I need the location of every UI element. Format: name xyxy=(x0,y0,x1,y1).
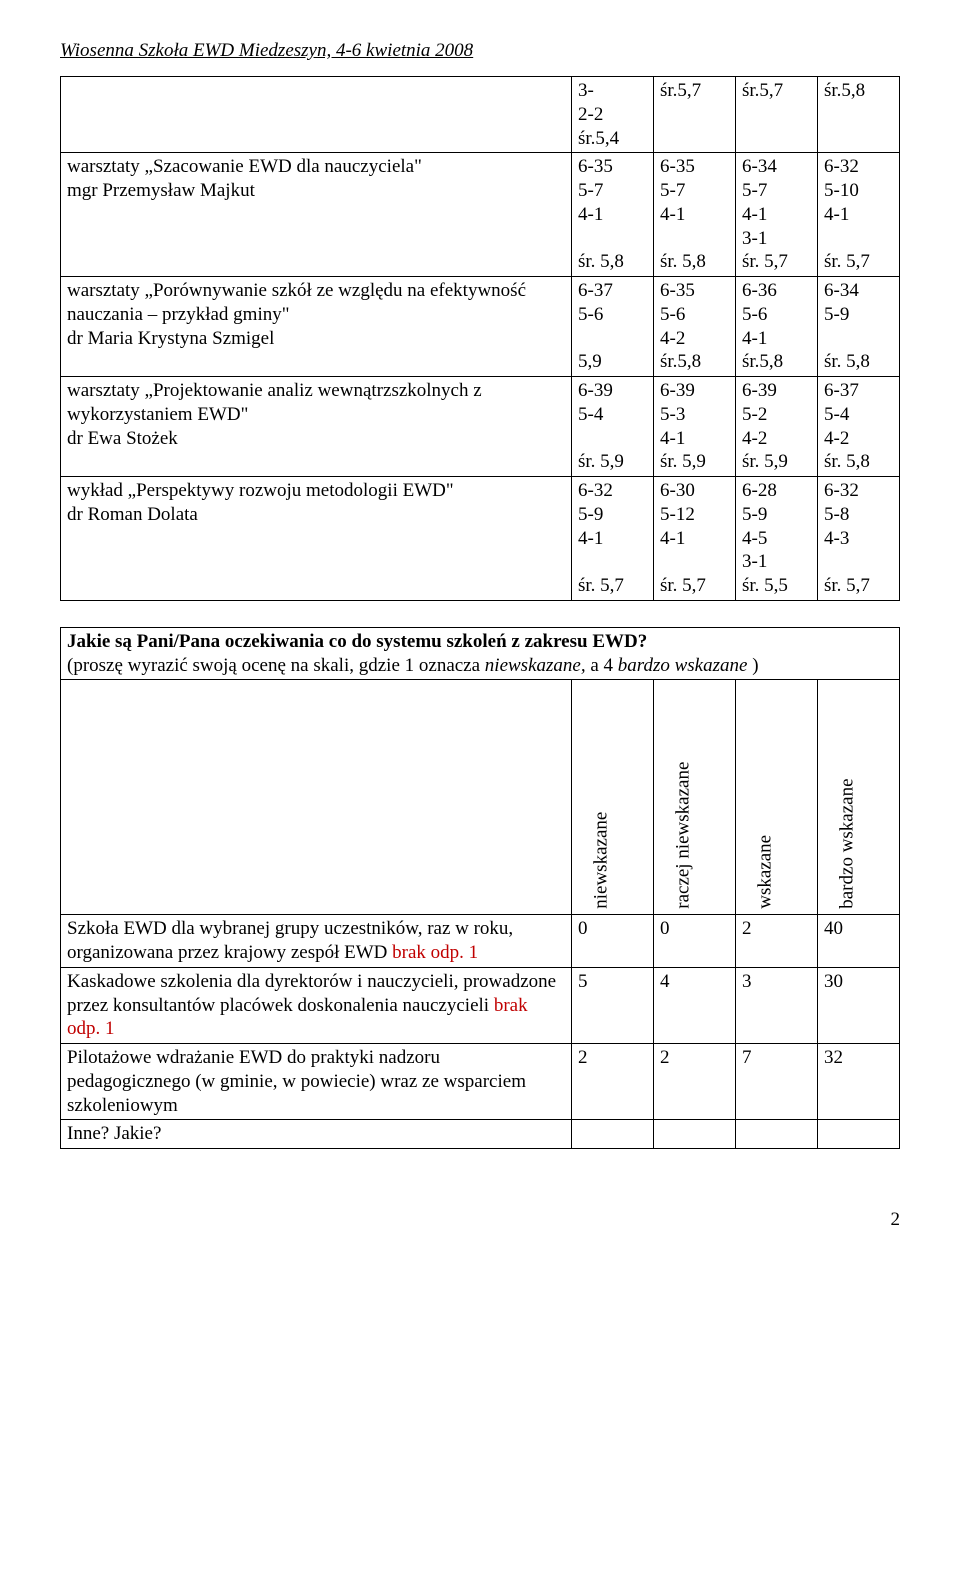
rating-cell: 6-32 5-9 4-1 śr. 5,7 xyxy=(572,477,654,601)
row-label: warsztaty „Porównywanie szkół ze względu… xyxy=(61,277,572,377)
value-cell: 4 xyxy=(654,967,736,1043)
value-cell: 30 xyxy=(818,967,900,1043)
value-cell: 3 xyxy=(736,967,818,1043)
rating-cell: 6-35 5-6 4-2 śr.5,8 xyxy=(654,277,736,377)
page-number: 2 xyxy=(60,1209,900,1231)
row-label: warsztaty „Projektowanie analiz wewnątrz… xyxy=(61,377,572,477)
value-cell xyxy=(572,1120,654,1149)
expectations-table: Jakie są Pani/Pana oczekiwania co do sys… xyxy=(60,627,900,1149)
value-cell xyxy=(736,1120,818,1149)
header-blank xyxy=(61,680,572,915)
value-cell: 7 xyxy=(736,1044,818,1120)
rating-cell: 6-37 5-4 4-2 śr. 5,8 xyxy=(818,377,900,477)
rating-cell: 3- 2-2 śr.5,4 xyxy=(572,77,654,153)
rating-cell: śr.5,7 xyxy=(654,77,736,153)
rating-cell: 6-39 5-2 4-2 śr. 5,9 xyxy=(736,377,818,477)
value-cell: 2 xyxy=(572,1044,654,1120)
value-cell: 0 xyxy=(654,915,736,968)
row-label: Kaskadowe szkolenia dla dyrektorów i nau… xyxy=(61,967,572,1043)
row-label: Pilotażowe wdrażanie EWD do praktyki nad… xyxy=(61,1044,572,1120)
rating-cell: śr.5,8 xyxy=(818,77,900,153)
question-cell: Jakie są Pani/Pana oczekiwania co do sys… xyxy=(61,627,900,680)
rating-cell: 6-35 5-7 4-1 śr. 5,8 xyxy=(572,153,654,277)
value-cell xyxy=(654,1120,736,1149)
rating-cell: 6-39 5-3 4-1 śr. 5,9 xyxy=(654,377,736,477)
column-header: wskazane xyxy=(736,680,818,915)
value-cell: 32 xyxy=(818,1044,900,1120)
rating-cell: 6-32 5-10 4-1 śr. 5,7 xyxy=(818,153,900,277)
rating-cell: 6-30 5-12 4-1 śr. 5,7 xyxy=(654,477,736,601)
value-cell: 40 xyxy=(818,915,900,968)
rating-cell: 6-39 5-4 śr. 5,9 xyxy=(572,377,654,477)
value-cell: 0 xyxy=(572,915,654,968)
column-header: raczej niewskazane xyxy=(654,680,736,915)
rating-cell: 6-37 5-6 5,9 xyxy=(572,277,654,377)
page-header: Wiosenna Szkoła EWD Miedzeszyn, 4-6 kwie… xyxy=(60,40,900,62)
rating-cell: 6-35 5-7 4-1 śr. 5,8 xyxy=(654,153,736,277)
row-label: wykład „Perspektywy rozwoju metodologii … xyxy=(61,477,572,601)
column-header: bardzo wskazane xyxy=(818,680,900,915)
value-cell: 2 xyxy=(736,915,818,968)
value-cell: 2 xyxy=(654,1044,736,1120)
value-cell xyxy=(818,1120,900,1149)
column-header: niewskazane xyxy=(572,680,654,915)
rating-cell: 6-28 5-9 4-5 3-1 śr. 5,5 xyxy=(736,477,818,601)
rating-cell: 6-32 5-8 4-3 śr. 5,7 xyxy=(818,477,900,601)
row-label: Inne? Jakie? xyxy=(61,1120,572,1149)
row-label: Szkoła EWD dla wybranej grupy uczestnikó… xyxy=(61,915,572,968)
row-label: warsztaty „Szacowanie EWD dla nauczyciel… xyxy=(61,153,572,277)
value-cell: 5 xyxy=(572,967,654,1043)
ratings-table: 3- 2-2 śr.5,4śr.5,7śr.5,7śr.5,8warsztaty… xyxy=(60,76,900,601)
rating-cell: śr.5,7 xyxy=(736,77,818,153)
row-label xyxy=(61,77,572,153)
rating-cell: 6-34 5-9 śr. 5,8 xyxy=(818,277,900,377)
rating-cell: 6-34 5-7 4-1 3-1 śr. 5,7 xyxy=(736,153,818,277)
rating-cell: 6-36 5-6 4-1 śr.5,8 xyxy=(736,277,818,377)
